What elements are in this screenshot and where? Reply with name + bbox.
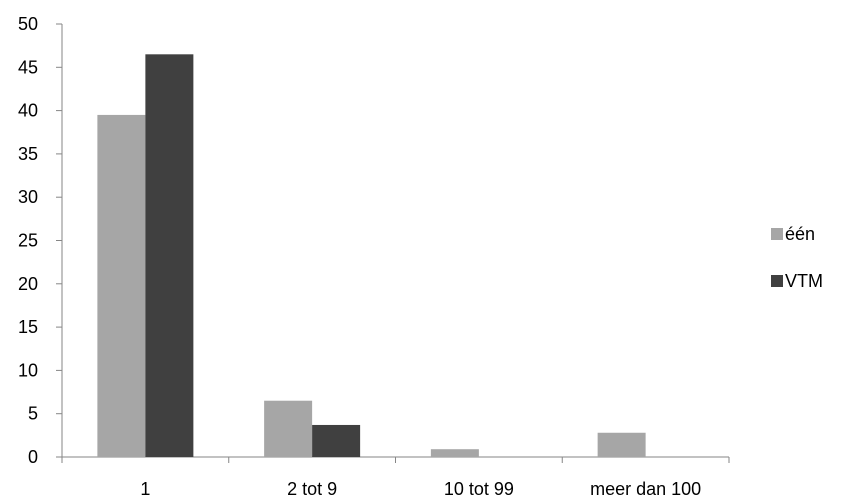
legend-swatch: [771, 275, 783, 287]
x-tick-label: 10 tot 99: [444, 479, 514, 499]
bar-een: [97, 114, 146, 458]
legend-label: één: [785, 224, 815, 244]
bar-een: [597, 432, 646, 457]
y-tick-label: 25: [18, 231, 38, 251]
bars: [97, 54, 646, 458]
bar-vtm: [145, 54, 194, 458]
y-tick-label: 15: [18, 317, 38, 337]
y-tick-label: 0: [28, 447, 38, 467]
y-tick-label: 35: [18, 144, 38, 164]
y-axis: 0 5 10 15 20 25 30 35 40 45 50: [18, 14, 63, 467]
y-tick-label: 50: [18, 14, 38, 34]
x-axis: 1 2 tot 9 10 tot 99 meer dan 100: [61, 456, 730, 499]
y-tick-label: 20: [18, 274, 38, 294]
x-tick-label: meer dan 100: [590, 479, 701, 499]
legend-swatch: [771, 228, 783, 240]
bar-vtm: [312, 424, 361, 457]
y-tick-label: 5: [28, 404, 38, 424]
y-tick-label: 40: [18, 101, 38, 121]
bar-een: [264, 400, 313, 457]
y-tick-label: 30: [18, 187, 38, 207]
x-tick-label: 2 tot 9: [287, 479, 337, 499]
y-tick-label: 10: [18, 360, 38, 380]
legend-label: VTM: [785, 271, 823, 291]
x-tick-label: 1: [140, 479, 150, 499]
bar-een: [430, 449, 479, 457]
legend: één VTM: [771, 224, 823, 291]
y-tick-label: 45: [18, 57, 38, 77]
